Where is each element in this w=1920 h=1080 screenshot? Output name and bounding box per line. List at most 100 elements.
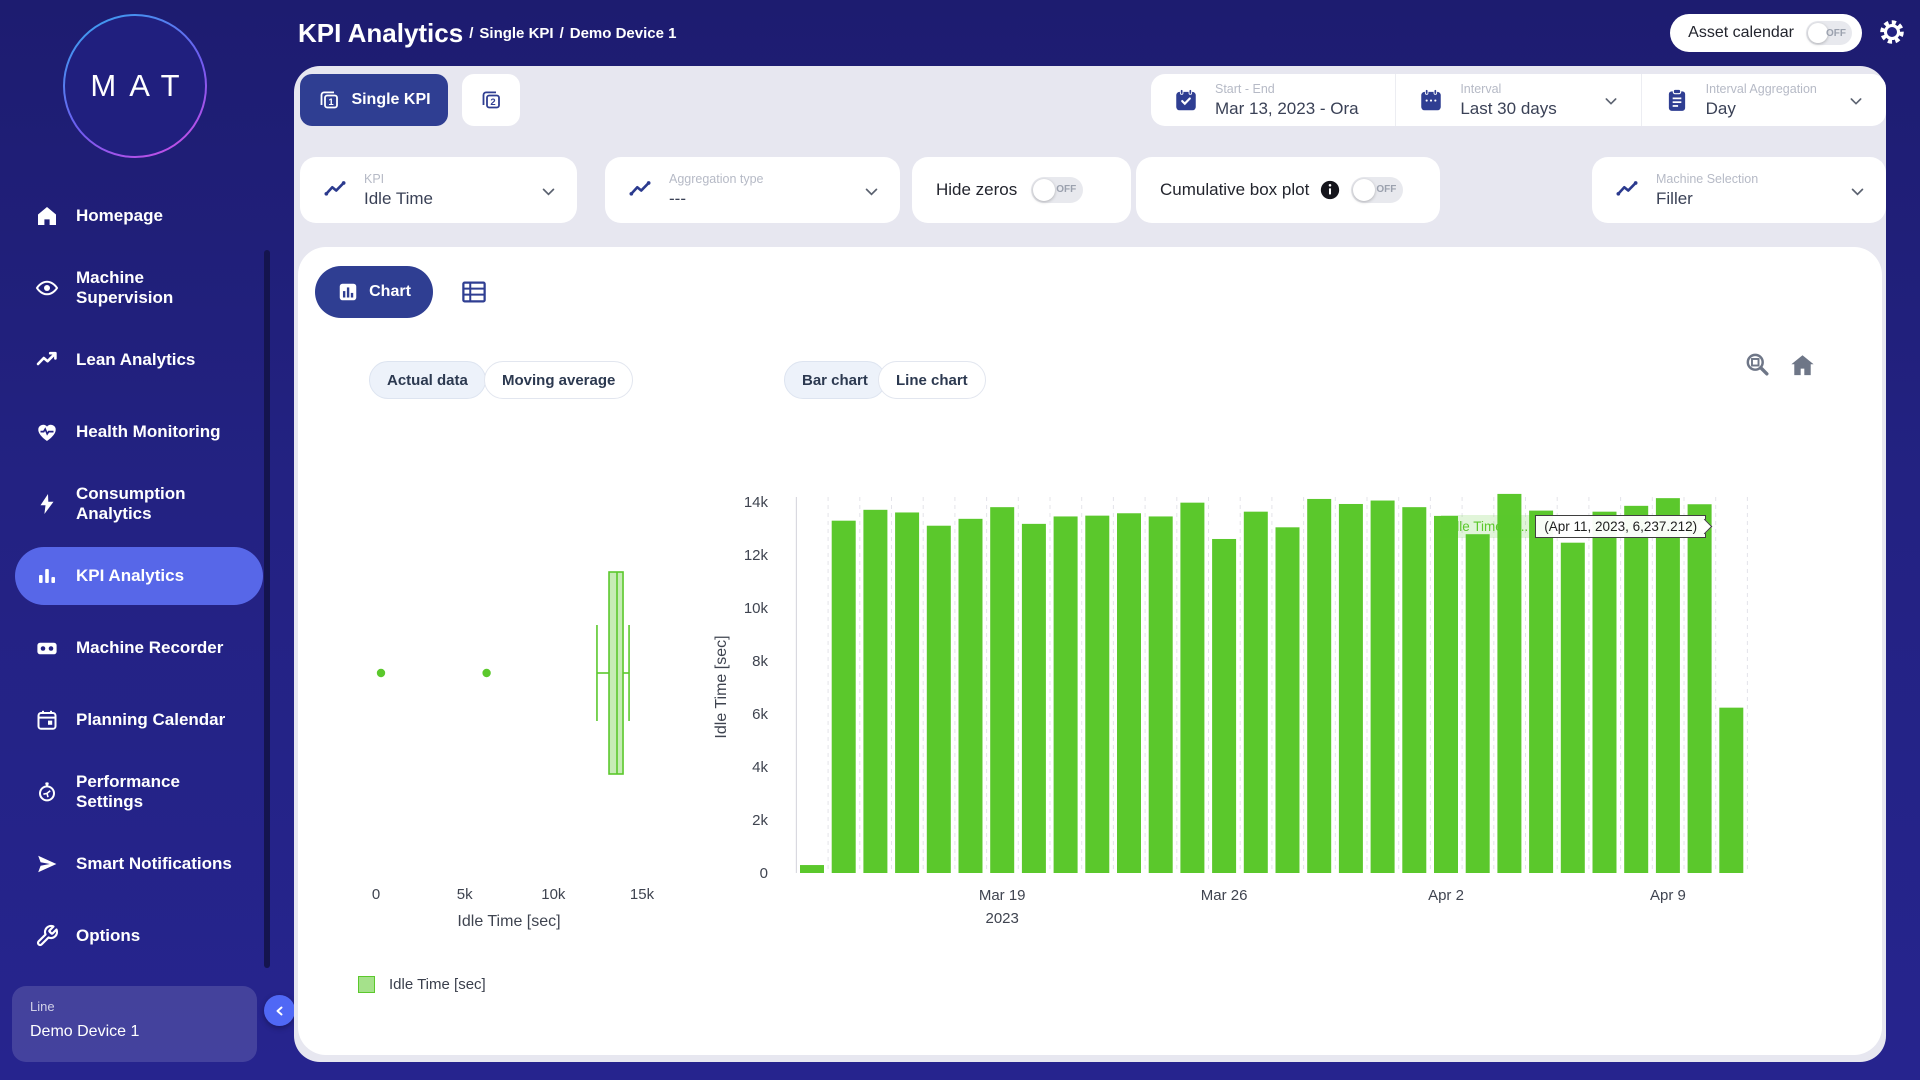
- sidebar-item-label: Machine Recorder: [76, 638, 244, 658]
- asset-calendar-toggle[interactable]: OFF: [1806, 21, 1852, 45]
- bar-apr-5[interactable]: [1529, 511, 1553, 873]
- bar-apr-9[interactable]: [1656, 498, 1680, 873]
- bar-mar-22[interactable]: [1085, 516, 1109, 873]
- bar-mar-13[interactable]: [800, 865, 824, 873]
- bar-mar-28[interactable]: [1276, 527, 1300, 873]
- bar-apr-11[interactable]: [1719, 708, 1743, 873]
- actual-data-chip[interactable]: Actual data: [369, 361, 486, 399]
- breadcrumb-single-kpi[interactable]: Single KPI: [479, 25, 553, 42]
- bar-mar-19[interactable]: [990, 507, 1014, 873]
- bar-x-tick: Apr 9: [1650, 887, 1686, 904]
- bar-mar-29[interactable]: [1307, 499, 1331, 873]
- hide-zeros-toggle[interactable]: OFF: [1031, 177, 1083, 203]
- sidebar-collapse-button[interactable]: [264, 995, 295, 1026]
- bar-apr-8[interactable]: [1624, 506, 1648, 873]
- stopwatch-icon: [34, 779, 60, 805]
- sidebar-scrollbar[interactable]: [264, 250, 270, 968]
- bar-mar-24[interactable]: [1149, 516, 1173, 873]
- kpi-select[interactable]: KPI Idle Time: [300, 157, 577, 223]
- bar-apr-10[interactable]: [1688, 504, 1712, 873]
- settings-button[interactable]: [1878, 18, 1906, 49]
- sidebar-item-consumption-analytics[interactable]: Consumption Analytics: [0, 468, 268, 540]
- bar-mar-14[interactable]: [832, 521, 856, 873]
- sidebar-item-label: Homepage: [76, 206, 244, 226]
- bar-apr-6[interactable]: [1561, 543, 1585, 873]
- bar-apr-1[interactable]: [1402, 507, 1426, 873]
- bar-mar-21[interactable]: [1054, 516, 1078, 873]
- sidebar-item-homepage[interactable]: Homepage: [0, 180, 268, 252]
- sidebar-item-performance-settings[interactable]: Performance Settings: [0, 756, 268, 828]
- sidebar-item-machine-recorder[interactable]: Machine Recorder: [0, 612, 268, 684]
- box-x-tick: 0: [372, 886, 380, 903]
- bar-y-tick: 0: [760, 865, 768, 882]
- bar-mar-20[interactable]: [1022, 524, 1046, 873]
- chart-tab[interactable]: Chart: [315, 266, 433, 318]
- bar-apr-4[interactable]: [1497, 494, 1521, 873]
- sidebar-item-kpi-analytics[interactable]: KPI Analytics: [0, 540, 268, 612]
- bar-mar-31[interactable]: [1371, 501, 1395, 873]
- bar-mar-17[interactable]: [927, 526, 951, 873]
- sidebar-item-label: Machine Supervision: [76, 268, 244, 309]
- sidebar-item-lean-analytics[interactable]: Lean Analytics: [0, 324, 268, 396]
- bar-mar-26[interactable]: [1212, 539, 1236, 873]
- zoom-button[interactable]: [1744, 351, 1771, 381]
- reset-axes-button[interactable]: [1788, 351, 1817, 383]
- sidebar-item-machine-supervision[interactable]: Machine Supervision: [0, 252, 268, 324]
- info-icon[interactable]: [1319, 179, 1341, 201]
- sidebar-menu: Homepage Machine Supervision Lean Analytic…: [0, 180, 268, 972]
- interval-aggregation-select[interactable]: Interval Aggregation Day: [1641, 74, 1886, 126]
- sidebar-item-options[interactable]: Options: [0, 900, 268, 972]
- gear-icon: [1878, 18, 1906, 46]
- machine-selection-select[interactable]: Machine Selection Filler: [1592, 157, 1886, 223]
- kpi-value: Idle Time: [364, 189, 433, 209]
- bar-y-tick: 14k: [744, 494, 769, 511]
- bar-y-tick: 8k: [752, 653, 768, 670]
- hide-zeros-pill[interactable]: Hide zeros OFF: [912, 157, 1131, 223]
- bar-chart-chip[interactable]: Bar chart: [784, 361, 886, 399]
- single-kpi-tab[interactable]: 1 Single KPI: [300, 74, 448, 126]
- sidebar-item-label: KPI Analytics: [76, 566, 244, 586]
- breadcrumb-device[interactable]: Demo Device 1: [570, 25, 677, 42]
- date-range-field[interactable]: Start - End Mar 13, 2023 - Ora: [1151, 74, 1395, 126]
- sidebar-item-label: Planning Calendar: [76, 710, 244, 730]
- bar-x-tick: Apr 2: [1428, 887, 1464, 904]
- multi-kpi-tab[interactable]: 2: [462, 74, 520, 126]
- sidebar-item-label: Options: [76, 926, 244, 946]
- sidebar-item-planning-calendar[interactable]: Planning Calendar: [0, 684, 268, 756]
- legend-swatch: [358, 976, 375, 993]
- bar-y-tick: 12k: [744, 547, 769, 564]
- interval-select[interactable]: Interval Last 30 days: [1395, 74, 1640, 126]
- asset-calendar-label: Asset calendar: [1688, 24, 1794, 42]
- bar-apr-2[interactable]: [1434, 516, 1458, 873]
- line-chart-chip[interactable]: Line chart: [878, 361, 986, 399]
- bar-mar-27[interactable]: [1244, 512, 1268, 873]
- device-selector-card[interactable]: Line Demo Device 1: [12, 986, 257, 1062]
- legend-idle-time[interactable]: Idle Time [sec]: [358, 976, 486, 993]
- bar-mar-18[interactable]: [959, 519, 983, 873]
- box-plot[interactable]: [377, 572, 629, 774]
- table-icon: [459, 277, 489, 307]
- bar-mar-23[interactable]: [1117, 513, 1141, 873]
- bar-mar-30[interactable]: [1339, 504, 1363, 873]
- chevron-down-icon: [1603, 93, 1619, 109]
- asset-calendar-toggle-pill[interactable]: Asset calendar OFF: [1670, 14, 1862, 52]
- bar-apr-3[interactable]: [1466, 534, 1490, 873]
- plot-area[interactable]: 05k10k15kIdle Time [sec]02k4k6k8k10k12k1…: [298, 427, 1882, 987]
- logo-text: MAT: [90, 68, 192, 104]
- table-view-button[interactable]: [458, 277, 490, 309]
- bar-apr-7[interactable]: [1593, 512, 1617, 873]
- aggregation-type-select[interactable]: Aggregation type ---: [605, 157, 900, 223]
- bar-mar-16[interactable]: [895, 512, 919, 873]
- aggregation-type-value: ---: [669, 189, 764, 209]
- sidebar-item-health-monitoring[interactable]: Health Monitoring: [0, 396, 268, 468]
- cumulative-box-plot-pill[interactable]: Cumulative box plot OFF: [1136, 157, 1440, 223]
- sidebar-item-label: Performance Settings: [76, 772, 244, 813]
- single-kpi-label: Single KPI: [351, 91, 430, 109]
- home-icon: [1788, 351, 1817, 380]
- bar-mar-25[interactable]: [1180, 503, 1204, 873]
- cumulative-box-plot-toggle[interactable]: OFF: [1351, 177, 1403, 203]
- box-x-tick: 15k: [630, 886, 655, 903]
- bar-mar-15[interactable]: [863, 510, 887, 873]
- sidebar-item-smart-notifications[interactable]: Smart Notifications: [0, 828, 268, 900]
- moving-average-chip[interactable]: Moving average: [484, 361, 633, 399]
